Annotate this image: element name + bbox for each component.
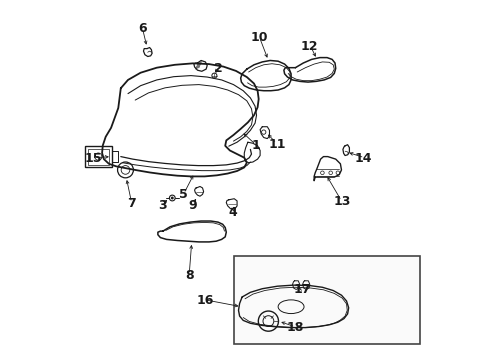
Text: 9: 9 <box>189 199 197 212</box>
Text: 10: 10 <box>251 31 268 44</box>
Circle shape <box>171 197 174 199</box>
Text: 12: 12 <box>301 40 318 53</box>
Text: 17: 17 <box>294 283 311 296</box>
Text: 2: 2 <box>214 62 222 75</box>
Text: 14: 14 <box>355 152 372 165</box>
Text: 1: 1 <box>251 139 260 152</box>
Text: 7: 7 <box>127 197 136 210</box>
Text: 6: 6 <box>138 22 147 35</box>
Text: 13: 13 <box>334 195 351 208</box>
Text: 16: 16 <box>196 294 214 307</box>
Text: 18: 18 <box>287 321 304 334</box>
Text: 3: 3 <box>158 199 167 212</box>
Text: 4: 4 <box>228 206 237 219</box>
Text: 8: 8 <box>185 269 194 282</box>
Text: 15: 15 <box>85 152 102 165</box>
Text: 11: 11 <box>269 138 286 150</box>
Text: 5: 5 <box>179 188 188 201</box>
FancyBboxPatch shape <box>234 256 419 344</box>
